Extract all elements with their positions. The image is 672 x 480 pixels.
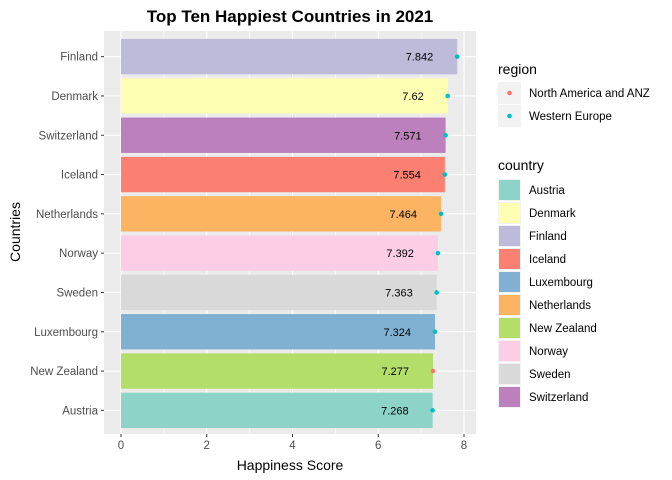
y-axis-title: Countries [7, 202, 23, 262]
bar-sweden [121, 274, 437, 311]
legend-region-label: Western Europe [529, 111, 612, 123]
x-tick-label: 0 [118, 440, 124, 452]
bar-finland [121, 38, 458, 75]
y-axis-ticks: Austria New Zealand Luxembourg Sweden Norway… [30, 52, 104, 417]
x-tick-label: 8 [461, 440, 467, 452]
legend-region-title: region [498, 61, 537, 77]
legend-country-title: country [498, 157, 544, 173]
legend-country-swatch [499, 226, 520, 246]
x-tick-label: 2 [204, 440, 210, 452]
legend-country-swatch [499, 295, 520, 315]
legend-country-label: Norway [529, 346, 568, 358]
value-label: 7.571 [394, 130, 422, 142]
legend-country-swatch [499, 272, 520, 292]
point-marker [438, 211, 444, 217]
legend-country-swatch [499, 364, 520, 384]
legend-country-label: Sweden [529, 369, 571, 381]
point-marker [435, 250, 441, 256]
value-label: 7.842 [406, 52, 434, 64]
x-axis-title: Happiness Score [237, 457, 344, 473]
legend-country-swatch [499, 203, 520, 223]
y-tick-label: Switzerland [39, 130, 98, 142]
point-marker [445, 93, 451, 99]
bar-denmark [121, 78, 448, 114]
bar-iceland [121, 156, 445, 193]
y-tick-label: Austria [62, 405, 98, 417]
value-label: 7.268 [381, 405, 409, 417]
value-label: 7.363 [385, 287, 413, 299]
bar-switzerland [121, 117, 446, 153]
value-label: 7.464 [389, 209, 417, 221]
y-tick-label: New Zealand [30, 366, 98, 378]
y-tick-label: Netherlands [36, 209, 98, 221]
value-label: 7.554 [393, 170, 421, 182]
legend-country-swatch [499, 341, 520, 361]
legend-country-label: Denmark [529, 208, 576, 220]
x-tick-label: 4 [289, 440, 296, 452]
legend-country-swatch [499, 318, 520, 338]
point-marker [430, 408, 435, 413]
legend-region-point [507, 90, 512, 96]
legend-country-label: Iceland [529, 254, 566, 266]
y-tick-label: Finland [60, 52, 98, 64]
value-label: 7.324 [383, 327, 411, 339]
legend-country-label: New Zealand [529, 323, 597, 335]
legend-region-label: North America and ANZ [529, 88, 650, 100]
legend-region-point [507, 113, 512, 119]
bar-luxembourg [121, 314, 436, 350]
x-axis-ticks: 0 2 4 6 8 [118, 434, 467, 452]
y-tick-label: Luxembourg [34, 327, 98, 339]
legend-country: country Austria Denmark Finland Iceland Luxe… [498, 157, 597, 408]
y-tick-label: Sweden [56, 287, 98, 299]
bar-new-zealand [121, 353, 434, 389]
legend-country-swatch [499, 180, 520, 200]
value-label: 7.277 [381, 366, 409, 378]
legend-country-swatch [499, 387, 520, 407]
y-tick-label: Norway [59, 248, 98, 260]
value-label: 7.392 [386, 248, 414, 260]
legend-country-label: Switzerland [529, 392, 588, 404]
legend-country-label: Luxembourg [529, 277, 593, 289]
bar-austria [121, 392, 433, 429]
chart-title: Top Ten Happiest Countries in 2021 [147, 7, 434, 26]
value-labels-group: 7.268 7.277 7.324 7.363 7.392 7.464 7.554 7.571… [381, 52, 433, 418]
y-tick-label: Denmark [51, 91, 98, 103]
legend-country-label: Austria [529, 185, 565, 197]
legend-country-swatch [499, 249, 520, 269]
point-marker [443, 132, 448, 138]
bar-norway [121, 235, 438, 271]
point-marker [454, 54, 460, 59]
point-marker [430, 368, 436, 374]
point-marker [434, 290, 439, 295]
bars-group [121, 38, 458, 429]
bar-netherlands [121, 196, 442, 232]
x-tick-label: 6 [375, 440, 381, 452]
y-tick-label: Iceland [61, 170, 98, 182]
legend-country-label: Netherlands [529, 300, 591, 312]
points-group [430, 54, 460, 413]
point-marker [432, 329, 438, 335]
legend-region: region North America and ANZ Western Euro… [498, 61, 650, 127]
legend-country-label: Finland [529, 231, 567, 243]
point-marker [442, 172, 448, 177]
value-label: 7.62 [402, 91, 423, 103]
